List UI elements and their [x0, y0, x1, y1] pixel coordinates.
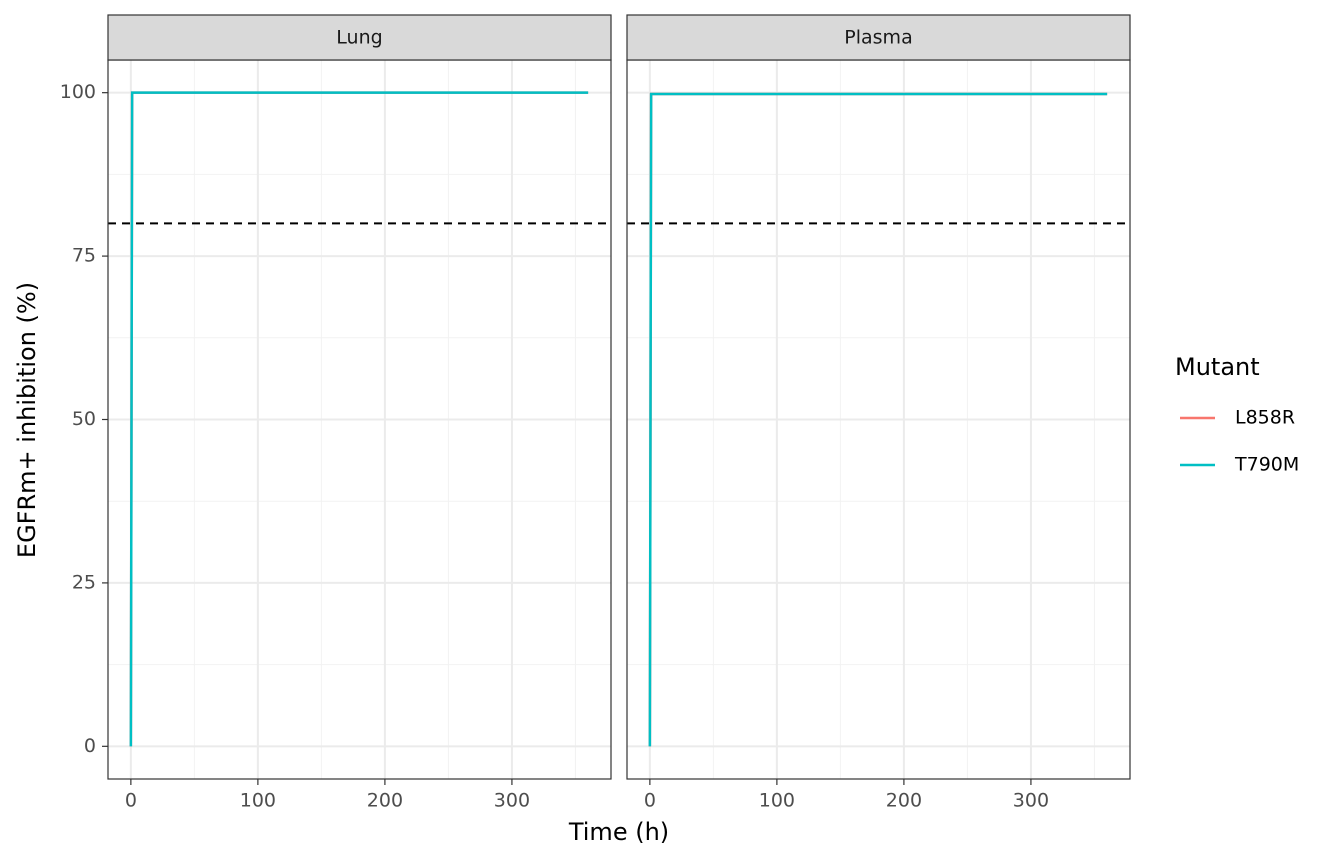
data-line	[129, 91, 589, 747]
y-tick-label: 75	[72, 245, 96, 267]
x-tick-label: 300	[1013, 790, 1049, 812]
x-tick-label: 100	[759, 790, 795, 812]
x-tick-label: 300	[494, 790, 530, 812]
x-tick-label: 100	[240, 790, 276, 812]
data-line	[648, 92, 1108, 747]
y-tick-label: 100	[60, 81, 96, 103]
x-tick-label: 200	[367, 790, 403, 812]
legend-label: T790M	[1234, 454, 1299, 476]
x-tick-label: 0	[644, 790, 656, 812]
strip-text: Plasma	[844, 27, 912, 49]
legend-label: L858R	[1235, 407, 1295, 429]
y-tick-label: 25	[72, 571, 96, 593]
strip	[626, 14, 1131, 61]
strip-text: Lung	[336, 27, 382, 49]
y-tick-label: 0	[84, 735, 96, 757]
strip	[107, 14, 612, 61]
y-axis-title: EGFRm+ inhibition (%)	[13, 282, 41, 558]
x-axis-title: Time (h)	[568, 818, 669, 846]
legend-title: Mutant	[1175, 353, 1260, 381]
x-tick-label: 0	[125, 790, 137, 812]
y-tick-label: 50	[72, 408, 96, 430]
x-tick-label: 200	[886, 790, 922, 812]
